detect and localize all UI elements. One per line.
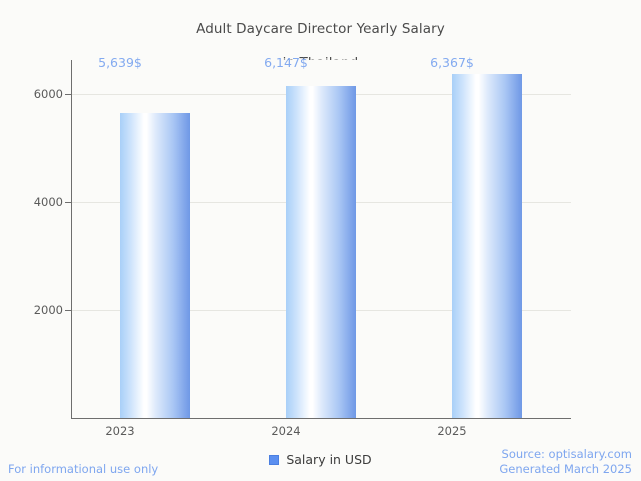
source-credit: Source: optisalary.com Generated March 2… bbox=[499, 447, 632, 477]
bar-2023[interactable] bbox=[120, 113, 190, 418]
x-tick-label-2023: 2023 bbox=[105, 424, 135, 438]
bar-value-2024: 6,147$ bbox=[264, 55, 308, 70]
x-tick-label-2025: 2025 bbox=[437, 424, 467, 438]
plot-area bbox=[71, 60, 571, 418]
y-tick-label-4000: 4000 bbox=[33, 195, 63, 209]
chart-title-line-1: Adult Daycare Director Yearly Salary bbox=[196, 21, 445, 37]
y-tick-mark-4000 bbox=[65, 202, 71, 203]
y-axis-labels: 6000 4000 2000 bbox=[0, 0, 63, 481]
y-tick-label-2000: 2000 bbox=[33, 303, 63, 317]
y-tick-mark-2000 bbox=[65, 310, 71, 311]
bar-value-2025: 6,367$ bbox=[430, 55, 474, 70]
y-axis-line bbox=[71, 60, 72, 419]
y-tick-label-6000: 6000 bbox=[33, 87, 63, 101]
disclaimer-text: For informational use only bbox=[8, 462, 159, 476]
y-tick-mark-6000 bbox=[65, 94, 71, 95]
bar-2024[interactable] bbox=[286, 86, 356, 418]
x-axis-line bbox=[71, 418, 571, 419]
legend-swatch-icon bbox=[269, 454, 280, 465]
bar-value-2023: 5,639$ bbox=[98, 55, 142, 70]
x-tick-label-2024: 2024 bbox=[271, 424, 301, 438]
bar-2025[interactable] bbox=[452, 74, 522, 418]
generated-text: Generated March 2025 bbox=[499, 462, 632, 476]
source-text: Source: optisalary.com bbox=[501, 447, 632, 461]
legend-item-label: Salary in USD bbox=[286, 452, 372, 467]
chart-legend: Salary in USD bbox=[0, 452, 641, 467]
